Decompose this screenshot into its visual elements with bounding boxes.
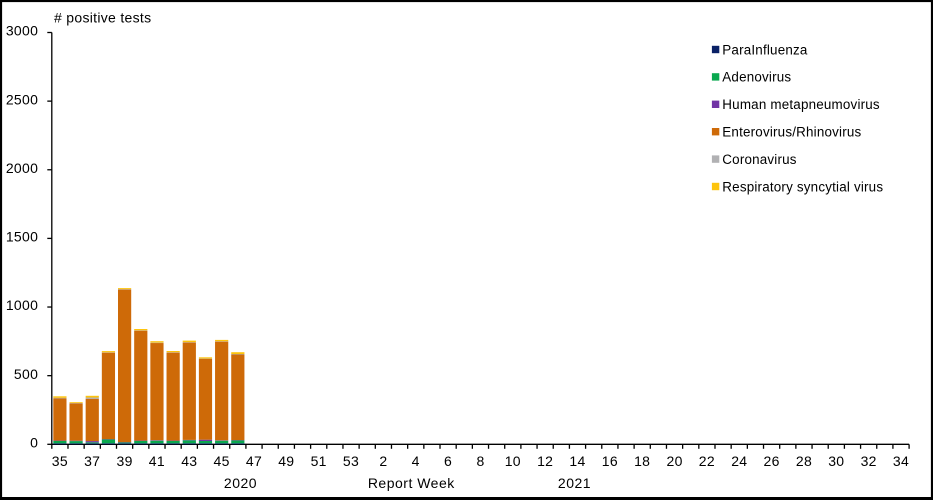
svg-text:500: 500 — [14, 366, 38, 382]
svg-text:2000: 2000 — [6, 160, 38, 176]
svg-text:22: 22 — [699, 453, 715, 469]
svg-text:Respiratory syncytial virus: Respiratory syncytial virus — [722, 179, 883, 194]
svg-text:0: 0 — [30, 435, 38, 451]
svg-text:32: 32 — [861, 453, 877, 469]
svg-text:8: 8 — [476, 453, 484, 469]
svg-text:26: 26 — [764, 453, 780, 469]
svg-text:4: 4 — [412, 453, 420, 469]
svg-text:Report Week: Report Week — [368, 475, 455, 491]
svg-text:39: 39 — [117, 453, 133, 469]
svg-text:Adenovirus: Adenovirus — [722, 70, 791, 85]
svg-text:47: 47 — [246, 453, 262, 469]
svg-text:Enterovirus/Rhinovirus: Enterovirus/Rhinovirus — [722, 125, 861, 140]
svg-text:12: 12 — [537, 453, 553, 469]
svg-text:16: 16 — [602, 453, 618, 469]
svg-text:2500: 2500 — [6, 91, 38, 107]
svg-text:Human metapneumovirus: Human metapneumovirus — [722, 97, 880, 112]
svg-text:37: 37 — [84, 453, 100, 469]
svg-text:6: 6 — [444, 453, 452, 469]
svg-text:20: 20 — [667, 453, 683, 469]
svg-text:34: 34 — [893, 453, 909, 469]
svg-text:1500: 1500 — [6, 229, 38, 245]
svg-text:1000: 1000 — [6, 297, 38, 313]
svg-text:41: 41 — [149, 453, 165, 469]
svg-text:3000: 3000 — [6, 23, 38, 39]
svg-text:45: 45 — [214, 453, 230, 469]
svg-text:2020: 2020 — [224, 475, 257, 491]
svg-text:# positive tests: # positive tests — [54, 10, 151, 26]
svg-text:35: 35 — [52, 453, 68, 469]
svg-text:53: 53 — [343, 453, 359, 469]
svg-text:14: 14 — [569, 453, 585, 469]
svg-text:Coronavirus: Coronavirus — [722, 152, 796, 167]
svg-text:18: 18 — [634, 453, 650, 469]
svg-text:43: 43 — [181, 453, 197, 469]
svg-text:49: 49 — [278, 453, 294, 469]
svg-text:2: 2 — [379, 453, 387, 469]
svg-text:51: 51 — [311, 453, 327, 469]
svg-text:30: 30 — [828, 453, 844, 469]
svg-text:28: 28 — [796, 453, 812, 469]
svg-text:24: 24 — [731, 453, 747, 469]
svg-text:2021: 2021 — [558, 475, 591, 491]
svg-text:10: 10 — [505, 453, 521, 469]
svg-text:ParaInfluenza: ParaInfluenza — [722, 42, 808, 57]
